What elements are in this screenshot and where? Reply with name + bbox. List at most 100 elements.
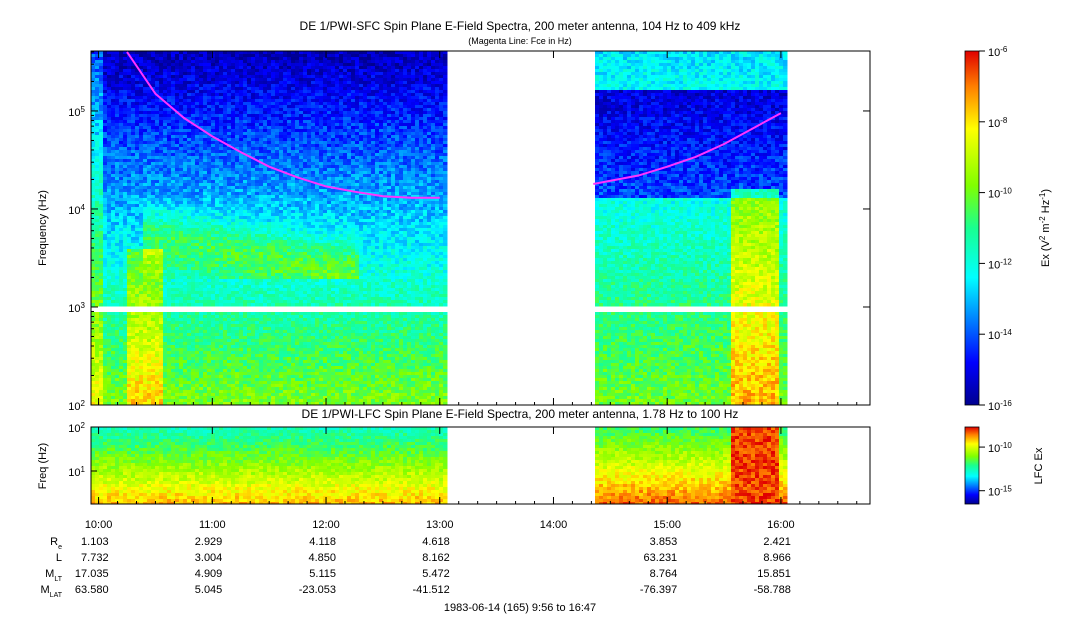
sfc-cell: [227, 210, 232, 214]
sfc-cell: [179, 129, 184, 133]
sfc-cell: [135, 276, 140, 280]
sfc-cell: [203, 186, 208, 190]
sfc-cell: [223, 237, 228, 241]
sfc-cell: [211, 144, 216, 148]
sfc-cell: [115, 366, 120, 370]
sfc-cell: [167, 99, 172, 103]
sfc-cell: [103, 288, 108, 292]
sfc-cell: [119, 264, 124, 268]
sfc-cell: [139, 75, 144, 79]
sfc-cell: [211, 363, 216, 367]
sfc-cell: [243, 117, 248, 121]
sfc-cell: [199, 345, 204, 349]
sfc-cell: [259, 399, 264, 403]
sfc-cell: [203, 333, 208, 337]
sfc-cell: [251, 186, 256, 190]
sfc-cell: [123, 336, 128, 340]
sfc-cell: [159, 186, 164, 190]
sfc-cell: [151, 135, 156, 139]
sfc-cell: [151, 228, 156, 232]
sfc-cell: [111, 276, 116, 280]
sfc-cell: [175, 219, 180, 223]
sfc-cell: [147, 375, 152, 379]
sfc-cell: [235, 156, 240, 160]
sfc-cell: [115, 372, 120, 376]
sfc-cell: [223, 240, 228, 244]
sfc-cell: [255, 72, 260, 76]
sfc-cell: [179, 57, 184, 61]
sfc-cell: [135, 147, 140, 151]
sfc-cell: [127, 273, 132, 277]
sfc-cell: [115, 282, 120, 286]
sfc-cell: [151, 102, 156, 106]
sfc-cell: [235, 150, 240, 154]
sfc-cell: [103, 285, 108, 289]
sfc-cell: [139, 240, 144, 244]
sfc-cell: [111, 348, 116, 352]
sfc-cell: [159, 273, 164, 277]
sfc-cell: [175, 234, 180, 238]
sfc-cell: [179, 66, 184, 70]
sfc-cell: [223, 69, 228, 73]
sfc-cell: [107, 318, 112, 322]
sfc-cell: [203, 399, 208, 403]
sfc-cell: [91, 99, 96, 103]
sfc-cell: [107, 135, 112, 139]
sfc-cell: [215, 120, 220, 124]
sfc-cell: [179, 183, 184, 187]
sfc-cell: [143, 252, 148, 256]
sfc-cell: [215, 81, 220, 85]
sfc-cell: [111, 108, 116, 112]
sfc-cell: [151, 168, 156, 172]
sfc-cell: [215, 180, 220, 184]
sfc-cell: [175, 117, 180, 121]
sfc-cell: [107, 108, 112, 112]
sfc-cell: [175, 366, 180, 370]
sfc-cell: [115, 285, 120, 289]
sfc-cell: [171, 114, 176, 118]
sfc-cell: [251, 318, 256, 322]
sfc-cell: [139, 351, 144, 355]
sfc-cell: [219, 126, 224, 130]
sfc-cell: [175, 225, 180, 229]
sfc-cell: [191, 237, 196, 241]
sfc-cell: [127, 183, 132, 187]
sfc-cell: [215, 297, 220, 301]
sfc-cell: [163, 51, 168, 55]
sfc-cell: [199, 129, 204, 133]
sfc-cell: [163, 57, 168, 61]
sfc-cell: [259, 60, 264, 64]
sfc-cell: [195, 102, 200, 106]
sfc-cell: [247, 96, 252, 100]
sfc-cell: [159, 207, 164, 211]
sfc-cell: [139, 228, 144, 232]
sfc-cell: [251, 366, 256, 370]
sfc-cell: [211, 399, 216, 403]
sfc-cell: [103, 213, 108, 217]
sfc-cell: [135, 327, 140, 331]
sfc-cell: [195, 177, 200, 181]
sfc-cell: [163, 291, 168, 295]
sfc-cell: [155, 111, 160, 115]
sfc-cell: [215, 141, 220, 145]
sfc-cell: [191, 171, 196, 175]
sfc-cell: [231, 66, 236, 70]
sfc-cell: [119, 75, 124, 79]
sfc-cell: [159, 114, 164, 118]
sfc-cell: [203, 102, 208, 106]
sfc-cell: [163, 174, 168, 178]
sfc-cell: [183, 204, 188, 208]
sfc-cell: [171, 324, 176, 328]
sfc-cell: [195, 315, 200, 319]
sfc-cell: [191, 165, 196, 169]
sfc-cell: [227, 234, 232, 238]
sfc-cell: [215, 129, 220, 133]
sfc-cell: [115, 201, 120, 205]
sfc-cell: [223, 312, 228, 316]
sfc-cell: [179, 132, 184, 136]
sfc-cell: [187, 372, 192, 376]
sfc-cell: [135, 291, 140, 295]
sfc-cell: [147, 141, 152, 145]
sfc-cell: [211, 366, 216, 370]
sfc-cell: [235, 102, 240, 106]
